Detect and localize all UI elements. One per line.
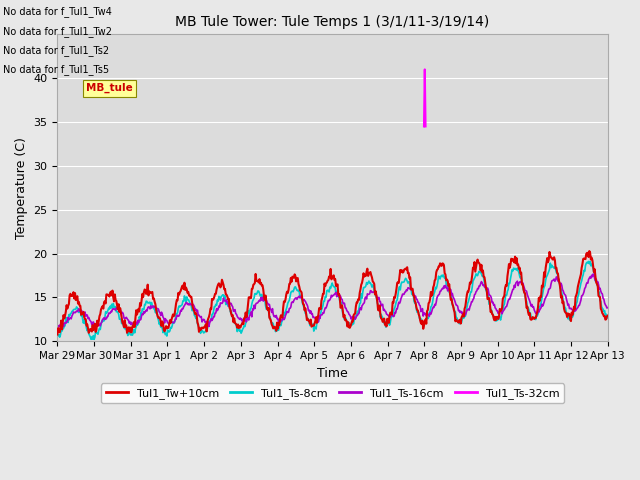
Legend: Tul1_Tw+10cm, Tul1_Ts-8cm, Tul1_Ts-16cm, Tul1_Ts-32cm: Tul1_Tw+10cm, Tul1_Ts-8cm, Tul1_Ts-16cm,… — [101, 384, 564, 403]
Title: MB Tule Tower: Tule Temps 1 (3/1/11-3/19/14): MB Tule Tower: Tule Temps 1 (3/1/11-3/19… — [175, 15, 490, 29]
Y-axis label: Temperature (C): Temperature (C) — [15, 137, 28, 239]
Text: No data for f_Tul1_Ts2: No data for f_Tul1_Ts2 — [3, 45, 109, 56]
Text: No data for f_Tul1_Ts5: No data for f_Tul1_Ts5 — [3, 64, 109, 75]
X-axis label: Time: Time — [317, 367, 348, 380]
Text: MB_tule: MB_tule — [86, 83, 133, 94]
Text: No data for f_Tul1_Tw4: No data for f_Tul1_Tw4 — [3, 6, 112, 17]
Text: No data for f_Tul1_Tw2: No data for f_Tul1_Tw2 — [3, 25, 112, 36]
